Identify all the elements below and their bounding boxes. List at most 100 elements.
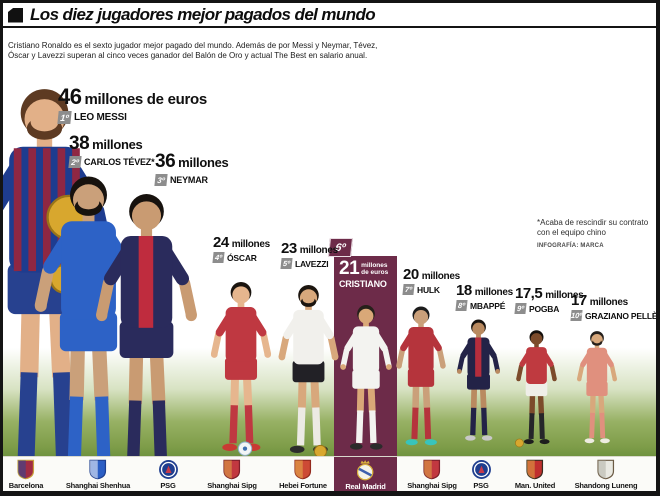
club-cell-shanghai-sipg: Shanghai Sipg xyxy=(399,457,465,492)
salary-number: 36 xyxy=(155,151,176,172)
player-name: CARLOS TÉVEZ* xyxy=(84,157,155,167)
club-name: PSG xyxy=(473,481,489,490)
salary-unit: millones xyxy=(178,155,229,170)
salary-number: 17 xyxy=(571,292,587,309)
club-crest xyxy=(357,460,374,481)
player-figure-pogba xyxy=(515,330,557,448)
label-pelle: 17 millones 10º GRAZIANO PELLÈ xyxy=(570,292,658,321)
player-name: NEYMAR xyxy=(170,175,208,185)
club-crest xyxy=(597,459,615,480)
label-mbappe: 18 millones 8º MBAPPÉ xyxy=(455,282,513,311)
club-cell-man-united: Man. United xyxy=(504,457,566,492)
frame-border-right xyxy=(656,0,660,496)
player-name-row: 1º LEO MESSI xyxy=(57,111,207,124)
salary-number: 17,5 xyxy=(515,285,543,302)
player-name: LEO MESSI xyxy=(74,112,127,123)
player-name: LAVEZZI xyxy=(295,258,329,269)
club-name: Hebei Fortune xyxy=(279,481,327,490)
footnote-line1: *Acaba de rescindir su contrato xyxy=(537,218,649,227)
rank-badge: 5º xyxy=(280,258,293,269)
rank-badge: 10º xyxy=(570,310,583,321)
club-crest xyxy=(89,459,107,480)
salary-amount: 18 millones xyxy=(456,282,513,299)
club-cell-shandong-luneng: Shandong Luneng xyxy=(563,457,649,492)
salary-amount: 46 millones de euros xyxy=(58,84,207,110)
rank-badge: 9º xyxy=(514,303,527,314)
cristiano-name: CRISTIANO xyxy=(339,279,387,290)
cristiano-amount-number: 21 xyxy=(339,258,360,279)
club-name: Shanghai Sipg xyxy=(407,481,457,490)
infographic-credit: INFOGRAFÍA: MARCA xyxy=(537,243,604,249)
rank-badge: 8º xyxy=(455,300,468,311)
club-crest xyxy=(223,459,241,480)
page-title: Los diez jugadores mejor pagados del mun… xyxy=(30,5,376,24)
frame-border-left xyxy=(0,0,3,496)
clubs-bar: Barcelona Shanghai Shenhua PSG Shanghai … xyxy=(0,456,660,492)
salary-amount: 36 millones xyxy=(155,151,229,173)
club-name: Shanghai Sipg xyxy=(207,481,257,490)
player-figure-lavezzi xyxy=(278,284,339,458)
subtitle-line2: Óscar y Lavezzi superan al cinco veces g… xyxy=(8,51,368,61)
club-crest xyxy=(158,460,178,479)
cristiano-amount-unit: millones de euros xyxy=(361,262,389,277)
player-name: GRAZIANO PELLÈ xyxy=(585,310,658,321)
frame-border-top xyxy=(0,0,660,3)
salary-amount: 23 millones xyxy=(281,240,338,257)
salary-unit: millones de euros xyxy=(84,91,207,108)
player-name: MBAPPÉ xyxy=(470,300,506,311)
club-name: Man. United xyxy=(514,481,556,490)
label-lavezzi: 23 millones 5º LAVEZZI xyxy=(280,240,338,269)
salary-amount: 20 millones xyxy=(403,266,460,283)
footnote: *Acaba de rescindir su contrato con el e… xyxy=(537,218,655,251)
club-name: Shanghai Shenhua xyxy=(65,481,131,490)
subtitle: Cristiano Ronaldo es el sexto jugador me… xyxy=(8,41,458,62)
club-name: PSG xyxy=(160,481,176,490)
cristiano-amount: 21 millones de euros xyxy=(334,256,397,278)
club-cell-real-madrid: Real Madrid xyxy=(334,457,397,492)
salary-unit: millones xyxy=(231,239,270,250)
player-name-row: 8º MBAPPÉ xyxy=(455,300,513,311)
club-crest xyxy=(526,459,544,480)
header: Los diez jugadores mejor pagados del mun… xyxy=(8,5,376,25)
player-name: ÓSCAR xyxy=(227,252,257,263)
salary-number: 38 xyxy=(69,133,90,154)
salary-amount: 17,5 millones xyxy=(515,285,584,302)
subtitle-line1: Cristiano Ronaldo es el sexto jugador me… xyxy=(8,41,378,50)
club-cell-psg: PSG xyxy=(145,457,191,492)
salary-unit: millones xyxy=(421,271,460,282)
salary-amount: 17 millones xyxy=(571,292,657,309)
player-figure-neymar xyxy=(96,194,197,478)
club-name: Real Madrid xyxy=(345,482,386,491)
player-name: POGBA xyxy=(529,303,560,314)
frame-border-bottom xyxy=(0,491,660,496)
club-crest xyxy=(471,460,491,479)
salary-unit: millones xyxy=(589,297,628,308)
salary-number: 23 xyxy=(281,240,297,257)
salary-number: 18 xyxy=(456,282,472,299)
club-crest xyxy=(294,459,312,480)
label-pogba: 17,5 millones 9º POGBA xyxy=(514,285,584,314)
rank-badge: 2º xyxy=(68,156,82,168)
club-name: Shandong Luneng xyxy=(574,481,638,490)
salary-unit: millones xyxy=(299,245,338,256)
player-name-row: 2º CARLOS TÉVEZ* xyxy=(68,156,155,168)
salary-number: 20 xyxy=(403,266,419,283)
label-oscar: 24 millones 4º ÓSCAR xyxy=(212,234,270,263)
title-marker-icon xyxy=(8,7,23,23)
player-figure-hulk xyxy=(396,306,446,446)
club-cell-hebei-fortune: Hebei Fortune xyxy=(270,457,336,492)
rank-badge: 1º xyxy=(57,111,72,124)
player-figure-cristiano xyxy=(340,305,392,450)
club-name: Barcelona xyxy=(8,481,44,490)
player-name-row: 4º ÓSCAR xyxy=(212,252,270,263)
salary-amount: 38 millones xyxy=(69,133,154,155)
rank-badge: 7º xyxy=(402,284,415,295)
salary-amount: 24 millones xyxy=(213,234,270,251)
player-figure-mbappe xyxy=(456,319,501,441)
player-name-row: 9º POGBA xyxy=(514,303,583,314)
salary-number: 24 xyxy=(213,234,229,251)
player-figure-pelle xyxy=(577,331,617,444)
player-figure-oscar xyxy=(210,282,272,456)
